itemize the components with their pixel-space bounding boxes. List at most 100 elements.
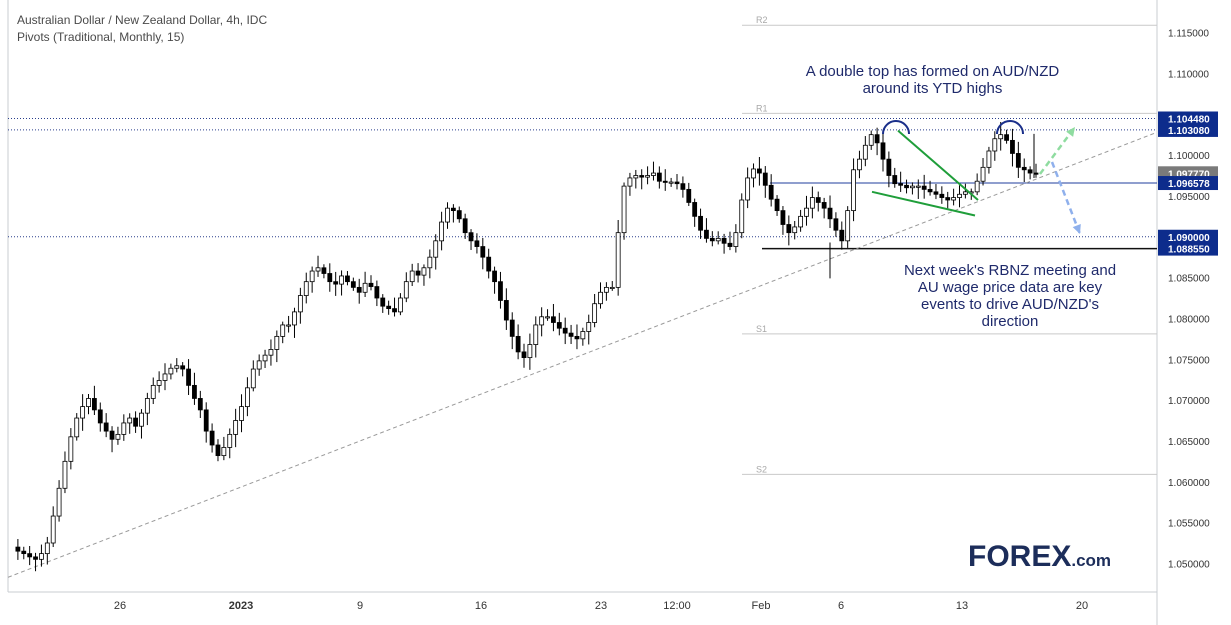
candle: [392, 297, 397, 317]
candle: [898, 171, 904, 192]
candle: [398, 293, 403, 316]
candle: [786, 215, 792, 246]
candle: [39, 544, 44, 567]
candle-body: [250, 368, 256, 389]
candle: [68, 428, 74, 470]
candle-body: [745, 177, 751, 201]
candle: [945, 191, 951, 209]
price-tick-label: 1.055000: [1168, 519, 1210, 530]
candle: [980, 157, 986, 186]
candle-body: [386, 305, 392, 310]
candle: [321, 264, 327, 279]
candle-body: [786, 224, 792, 234]
candle-body: [197, 398, 203, 411]
candle: [862, 136, 868, 167]
candle: [951, 188, 957, 206]
candle: [1021, 158, 1027, 183]
candle: [262, 349, 268, 369]
candle-body: [256, 360, 262, 370]
candle: [904, 179, 909, 194]
candle: [609, 281, 615, 291]
price-label-box: [1158, 176, 1218, 191]
candle-body: [680, 183, 686, 190]
candle-body: [274, 335, 280, 350]
price-label-text: 1.090000: [1168, 233, 1210, 244]
candle: [521, 343, 527, 368]
double-top-arc: [882, 120, 910, 135]
candle-body: [503, 300, 509, 321]
price-tick-label: 1.060000: [1168, 478, 1210, 489]
rising-trendline: [7, 132, 1156, 578]
candle-body: [474, 240, 480, 247]
annotation-line: AU wage price data are key: [917, 279, 1103, 296]
candle-body: [598, 291, 603, 305]
candle: [433, 234, 439, 270]
candle-body: [939, 193, 945, 198]
price-tick-label: 1.115000: [1168, 29, 1209, 40]
candle-body: [309, 270, 315, 283]
candle: [21, 546, 27, 560]
candle-body: [592, 303, 598, 323]
candle-body: [792, 226, 798, 234]
candle: [798, 209, 803, 232]
logo-main: FOREX: [968, 540, 1072, 573]
candle: [1004, 129, 1009, 144]
candle: [933, 184, 939, 200]
candle: [250, 360, 256, 392]
candle-body: [280, 324, 286, 337]
price-tick-label: 1.080000: [1168, 314, 1210, 325]
candle-body: [492, 270, 497, 283]
candle: [674, 174, 680, 190]
candle: [815, 191, 821, 212]
candle: [327, 263, 333, 292]
candle: [192, 372, 197, 405]
arrow-shaft: [1050, 161, 1082, 235]
price-label-box: [1158, 229, 1218, 244]
candle: [745, 167, 751, 209]
price-label-text: 1.096578: [1168, 179, 1210, 190]
candle-body: [91, 398, 97, 411]
candle-body: [515, 335, 521, 353]
candle: [927, 180, 933, 196]
candle: [186, 359, 191, 395]
candle: [851, 158, 856, 222]
candles: [15, 121, 1039, 572]
candle-body: [403, 281, 409, 299]
candle-body: [186, 368, 191, 386]
candle-body: [910, 185, 915, 189]
price-label-text: 1.097770: [1168, 169, 1210, 180]
candle: [592, 293, 598, 328]
candle-body: [356, 286, 362, 293]
price-tick-label: 1.110000: [1168, 69, 1209, 80]
candle: [80, 394, 86, 431]
candle: [450, 204, 456, 223]
candle: [239, 394, 244, 433]
candle-body: [645, 175, 650, 178]
candle-body: [709, 237, 715, 242]
candle-body: [133, 417, 138, 427]
candle: [280, 321, 286, 344]
candle-body: [297, 295, 303, 313]
candle: [492, 266, 497, 294]
candle-body: [857, 158, 862, 171]
price-tick-label: 1.085000: [1168, 274, 1210, 285]
candle-body: [651, 172, 656, 176]
price-tick-label: 1.075000: [1168, 355, 1210, 366]
candle-body: [1027, 169, 1033, 174]
price-label: 1.103080: [1158, 122, 1218, 137]
candle-body: [103, 422, 109, 432]
candle-body: [150, 384, 156, 399]
candle: [91, 385, 97, 416]
candle-body: [321, 267, 327, 274]
candle-body: [27, 553, 33, 558]
time-tick-label: 2023: [229, 600, 253, 612]
candle: [97, 402, 103, 432]
candle-body: [303, 281, 309, 296]
candle-body: [704, 229, 709, 239]
bearish-arrow: [1050, 161, 1082, 235]
candle-body: [827, 207, 833, 220]
price-tick-label: 1.100000: [1168, 151, 1210, 162]
candle-body: [33, 556, 38, 560]
candle: [292, 307, 297, 338]
